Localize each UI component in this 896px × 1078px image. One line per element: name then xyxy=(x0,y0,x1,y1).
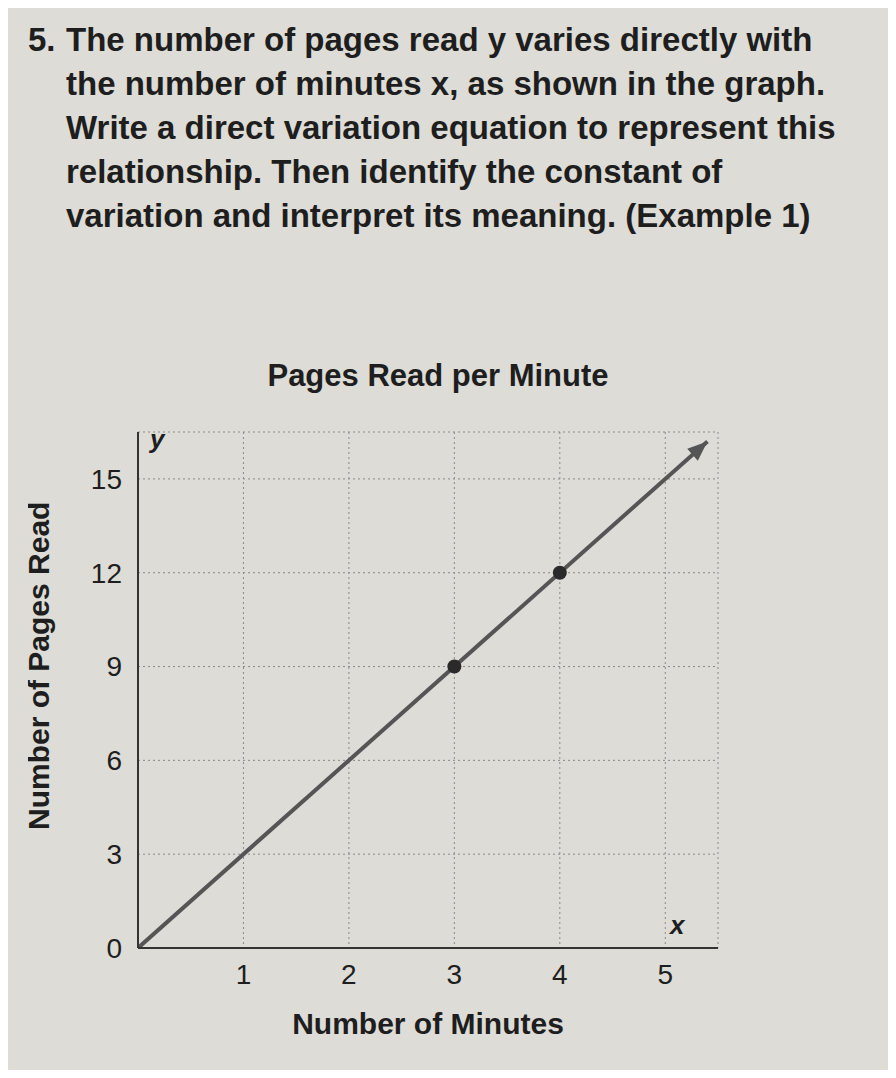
html-text:x: x xyxy=(670,910,685,940)
svg-text:3: 3 xyxy=(106,839,122,870)
svg-text:2: 2 xyxy=(341,959,357,990)
svg-text:5: 5 xyxy=(657,959,673,990)
svg-text:9: 9 xyxy=(106,651,122,682)
svg-text:3: 3 xyxy=(447,959,463,990)
svg-text:Number of Minutes: Number of Minutes xyxy=(292,1007,564,1040)
svg-text:Number of Pages Read: Number of Pages Read xyxy=(28,502,55,830)
svg-text:1: 1 xyxy=(236,959,252,990)
html-text:5. The number of pages read y: 5. The number of pages read y varies dir… xyxy=(28,21,836,234)
svg-text:0: 0 xyxy=(106,933,122,964)
svg-text:12: 12 xyxy=(91,558,122,589)
html-text:y: y xyxy=(150,424,165,454)
svg-text:4: 4 xyxy=(552,959,568,990)
svg-text:6: 6 xyxy=(106,745,122,776)
svg-text:15: 15 xyxy=(91,464,122,495)
html-text:Pages Read per Minute: Pages Read per Minute xyxy=(267,358,609,393)
